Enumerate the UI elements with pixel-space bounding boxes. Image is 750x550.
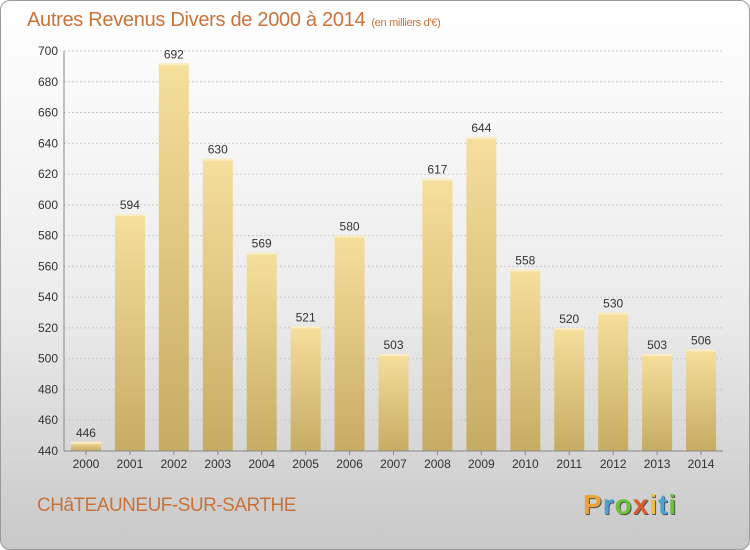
logo-letter: i [668,489,678,520]
chart-subtitle: (en milliers d'€) [371,17,441,29]
logo-letter: r [602,489,615,520]
value-label: 503 [647,338,667,352]
y-tick-label: 660 [38,106,58,120]
bar-top-highlight [598,312,629,315]
bar-top-highlight [70,441,101,444]
bar-top-highlight [554,327,585,330]
y-tick-label: 640 [38,136,58,150]
axis-layer: 440 460 480 500 520 540 560 580 600 620 640 660 680 7… [38,44,723,471]
bar-top-highlight [378,354,409,357]
bar-2007 [378,354,409,451]
bar-2005 [290,326,321,451]
bar-top-highlight [334,235,365,238]
bar-top-highlight [466,137,497,140]
x-tick-label: 2004 [248,457,275,471]
bar-2001 [114,214,145,451]
bar-2008 [422,178,453,451]
y-tick-label: 500 [38,352,58,366]
logo-letter: P [583,489,603,520]
bar-top-highlight [642,354,673,357]
bar-2010 [510,269,541,451]
x-tick-label: 2008 [424,457,451,471]
y-tick-label: 460 [38,413,58,427]
bar-top-highlight [290,326,321,329]
value-label: 569 [252,237,272,251]
x-tick-label: 2006 [336,457,363,471]
proxiti-logo[interactable]: Proxiti [583,489,677,521]
y-tick-label: 480 [38,382,58,396]
bar-2003 [202,158,233,451]
y-tick-label: 700 [38,44,58,58]
bar-2013 [642,354,673,451]
value-label: 521 [296,310,316,324]
value-label: 594 [120,198,140,212]
bar-2012 [598,312,629,451]
bar-top-highlight [422,178,453,181]
value-label: 630 [208,143,228,157]
x-tick-label: 2005 [292,457,319,471]
x-tick-label: 2000 [73,457,100,471]
x-tick-label: 2012 [600,457,627,471]
logo-letter: x [632,489,650,520]
x-tick-label: 2010 [512,457,539,471]
value-label: 644 [471,121,491,135]
bar-top-highlight [686,349,717,352]
bar-top-highlight [114,214,145,217]
x-tick-label: 2007 [380,457,407,471]
y-tick-label: 620 [38,167,58,181]
value-label: 520 [559,312,579,326]
x-tick-label: 2009 [468,457,495,471]
value-label: 530 [603,297,623,311]
value-label: 580 [340,220,360,234]
bar-2000 [70,441,101,451]
y-tick-label: 560 [38,259,58,273]
y-tick-label: 680 [38,75,58,89]
city-name: CHâTEAUNEUF-SUR-SARTHE [37,495,296,516]
value-label: 506 [691,333,711,347]
value-label: 503 [383,338,403,352]
bar-2002 [158,63,189,452]
x-tick-label: 2001 [117,457,144,471]
bar-top-highlight [202,158,233,161]
x-tick-label: 2011 [556,457,582,471]
logo-letter: i [649,489,659,520]
x-tick-label: 2003 [204,457,231,471]
bar-2014 [686,349,717,451]
x-tick-label: 2014 [688,457,715,471]
bars-layer: 446 594 692 630 569 521 580 503 617 644 558 520 530 5… [70,47,717,452]
y-tick-label: 520 [38,321,58,335]
value-label: 446 [76,426,96,440]
bar-top-highlight [246,252,277,255]
bar-2011 [554,327,585,451]
bar-2009 [466,137,497,451]
logo-letter: t [658,489,669,520]
y-tick-label: 540 [38,290,58,304]
y-tick-label: 580 [38,229,58,243]
y-tick-label: 440 [38,444,58,458]
bar-top-highlight [510,269,541,272]
y-tick-label: 600 [38,198,58,212]
bar-2004 [246,252,277,451]
value-label: 617 [427,163,447,177]
x-tick-label: 2002 [160,457,187,471]
value-label: 558 [515,253,535,267]
chart-title-text: Autres Revenus Divers de 2000 à 2014 [27,9,366,31]
bar-top-highlight [158,63,189,66]
logo-letter: o [614,489,633,520]
chart-title: Autres Revenus Divers de 2000 à 2014 (en … [27,9,441,32]
value-label: 692 [164,47,184,61]
x-tick-label: 2013 [644,457,671,471]
bar-2006 [334,235,365,451]
